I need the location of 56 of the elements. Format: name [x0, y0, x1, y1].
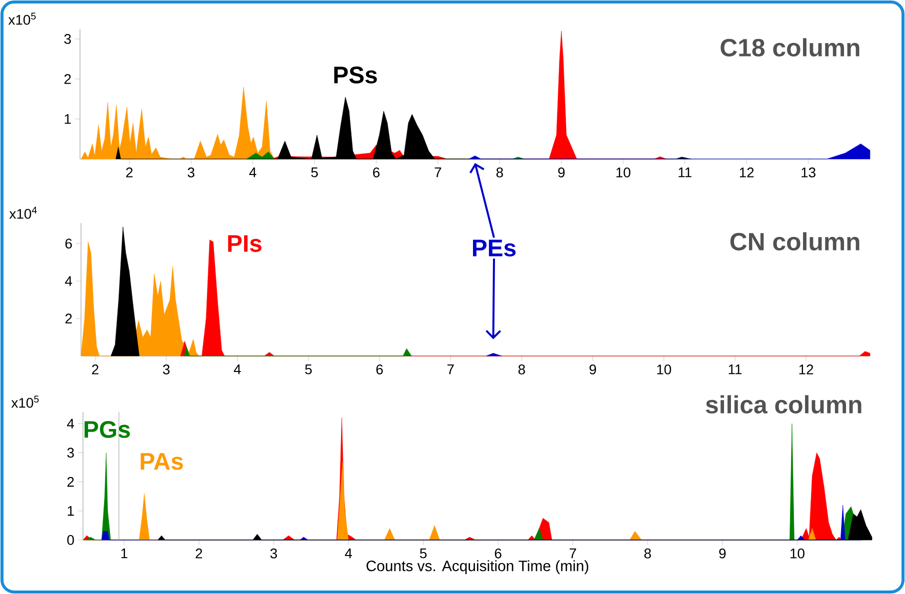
- x-tick-label: 12: [740, 168, 754, 178]
- y-tick-label: 2: [64, 74, 71, 84]
- x-tick-label: 3: [270, 548, 277, 558]
- y-tick-label: 3: [67, 448, 74, 458]
- x-tick-label: 10: [790, 548, 804, 558]
- x-tick-label: 8: [518, 364, 525, 374]
- x-tick-label: 7: [447, 364, 454, 374]
- x-tick-label: 11: [728, 364, 742, 374]
- x-tick-label: 6: [373, 168, 380, 178]
- x-tick-label: 4: [249, 168, 256, 178]
- x-tick-label: 9: [719, 548, 726, 558]
- y-axis-title: x10$^{5}$: [8, 12, 36, 25]
- y-tick-label: 6: [65, 238, 72, 249]
- x-tick-label: 1: [121, 548, 128, 558]
- y-axis-title: x10$^{5}$: [11, 396, 39, 408]
- x-tick-label: 2: [92, 364, 98, 374]
- series-label: PIs: [228, 235, 262, 252]
- x-tick-label: 4: [234, 364, 241, 374]
- x-tick-label: 6: [494, 548, 502, 558]
- y-tick-label: 1: [68, 506, 74, 516]
- x-tick-label: 8: [496, 168, 503, 178]
- x-tick-label: 5: [420, 548, 427, 558]
- x-tick-label: 5: [311, 168, 318, 178]
- x-tick-label: 7: [434, 168, 442, 178]
- series-label: PGs: [84, 421, 130, 438]
- x-tick-label: 5: [305, 364, 312, 374]
- annotation: silica column: [706, 395, 862, 414]
- y-tick-label: 0: [67, 535, 74, 545]
- x-tick-label: 4: [344, 548, 352, 558]
- annotation: CN column: [730, 232, 860, 250]
- x-tick-label: 11: [678, 168, 692, 178]
- x-tick-label: 10: [616, 168, 630, 178]
- x-tick-label: 9: [558, 168, 565, 178]
- x-tick-label: 2: [126, 168, 133, 178]
- x-axis-title: Counts vs. Acquisition Time (min): [366, 560, 588, 574]
- x-tick-label: 3: [188, 168, 194, 178]
- text: PEs: [472, 240, 516, 256]
- x-tick-label: 6: [376, 364, 383, 374]
- y-axis-title: x10$^{4}$: [9, 206, 37, 219]
- y-tick-label: 4: [67, 418, 74, 428]
- x-tick-label: 8: [644, 548, 651, 558]
- x-tick-label: 13: [802, 168, 816, 178]
- x-tick-label: 3: [162, 364, 170, 374]
- y-tick-label: 3: [64, 34, 71, 44]
- y-tick-label: 2: [65, 314, 72, 324]
- x-tick-label: 12: [799, 364, 814, 374]
- series-label: PSs: [334, 66, 377, 84]
- x-tick-label: 2: [196, 548, 202, 558]
- y-tick-label: 4: [65, 276, 72, 286]
- x-tick-label: 7: [570, 548, 576, 558]
- y-tick-label: 1: [64, 114, 71, 124]
- x-tick-label: 9: [590, 364, 596, 374]
- series-label: PAs: [140, 453, 183, 470]
- x-tick-label: 10: [657, 364, 672, 374]
- annotation: C18 column: [720, 38, 860, 56]
- y-tick-label: 2: [67, 476, 74, 487]
